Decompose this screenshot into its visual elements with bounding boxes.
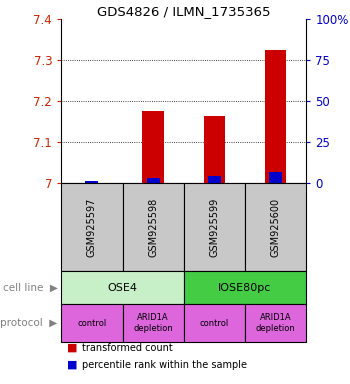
Bar [61, 304, 122, 342]
Text: control: control [77, 319, 106, 328]
Text: GSM925597: GSM925597 [87, 197, 97, 257]
Bar [142, 111, 164, 183]
Text: GSM925598: GSM925598 [148, 197, 158, 257]
Text: ARID1A
depletion: ARID1A depletion [256, 313, 295, 333]
Bar [184, 183, 245, 271]
Bar [245, 304, 306, 342]
Text: protocol  ▶: protocol ▶ [0, 318, 58, 328]
Bar [85, 181, 98, 183]
Bar [147, 178, 160, 183]
Bar [122, 183, 184, 271]
Text: percentile rank within the sample: percentile rank within the sample [82, 360, 247, 370]
Bar [184, 304, 245, 342]
Text: ■: ■ [66, 360, 77, 370]
Bar [245, 183, 306, 271]
Bar [122, 304, 184, 342]
Text: control: control [200, 319, 229, 328]
Bar [208, 176, 221, 183]
Text: cell line  ▶: cell line ▶ [3, 283, 58, 293]
Text: ■: ■ [66, 343, 77, 353]
Text: ARID1A
depletion: ARID1A depletion [133, 313, 173, 333]
Text: GSM925599: GSM925599 [209, 197, 219, 257]
Bar [61, 183, 122, 271]
Bar [265, 50, 286, 183]
Bar [61, 271, 184, 304]
Text: OSE4: OSE4 [107, 283, 138, 293]
Text: IOSE80pc: IOSE80pc [218, 283, 272, 293]
Bar [204, 116, 225, 183]
Bar [269, 172, 282, 183]
Title: GDS4826 / ILMN_1735365: GDS4826 / ILMN_1735365 [97, 5, 271, 18]
Text: transformed count: transformed count [82, 343, 173, 353]
Bar [184, 271, 306, 304]
Text: GSM925600: GSM925600 [271, 198, 281, 257]
